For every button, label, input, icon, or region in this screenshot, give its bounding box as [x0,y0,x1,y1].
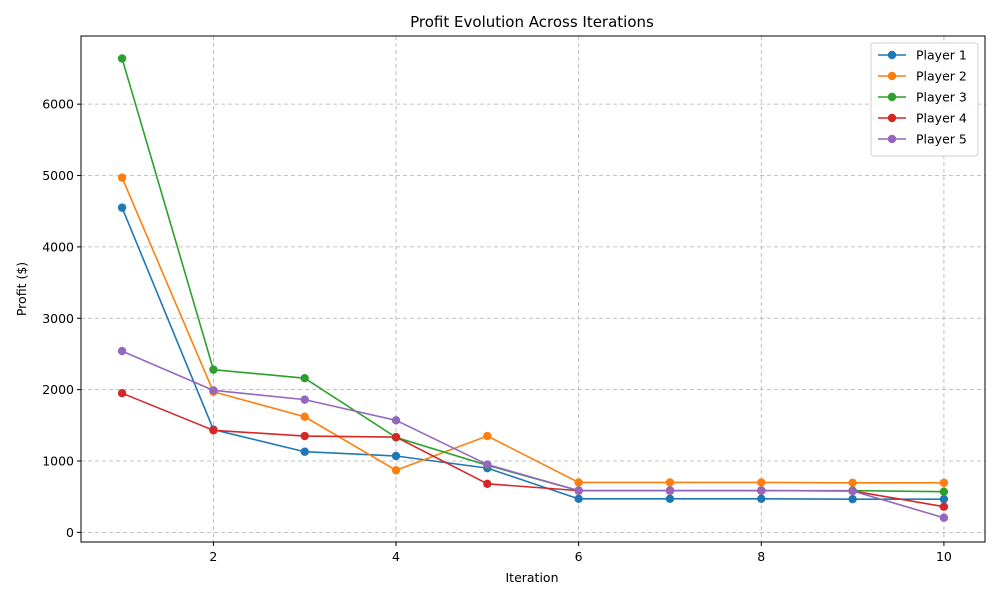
legend-item: Player 5 [878,132,967,147]
data-point [209,426,218,435]
legend-label: Player 3 [916,90,967,105]
x-tick-label: 10 [936,549,952,564]
legend-swatch-marker [887,113,897,123]
y-tick-label: 0 [66,525,74,540]
data-point [117,54,127,63]
x-axis-ticks: 2 4 6 8 10 [209,542,952,564]
legend-box [870,42,979,157]
data-point [757,494,766,504]
y-tick-label: 3000 [42,311,74,326]
data-point [117,388,127,398]
data-point [300,412,309,421]
y-tick-label: 1000 [42,453,74,468]
legend-item: Player 3 [878,90,967,105]
x-tick-label: 6 [575,549,583,564]
y-axis-ticks: 0 1000 2000 3000 4000 5000 6000 [42,97,81,540]
data-point [483,479,492,489]
legend: Player 1 Player 2 Player 3 Player 4 Player 5 [870,42,979,157]
y-axis-label: Profit ($) [14,262,29,316]
legend-swatch-marker [887,71,897,81]
plot-frame [80,35,986,543]
legend-swatch-marker [887,50,897,60]
legend-label: Player 5 [916,132,967,147]
data-point [300,447,309,456]
series-line [121,207,944,500]
data-point [574,486,583,495]
data-point [483,431,492,441]
data-point [757,478,766,487]
data-point [117,173,127,182]
data-point [483,460,492,469]
data-point [209,386,218,395]
legend-label: Player 4 [916,111,967,126]
data-point [117,346,127,356]
data-point [391,416,401,425]
data-point [574,478,583,487]
data-point [209,365,218,374]
x-tick-label: 8 [757,549,765,564]
legend-item: Player 2 [878,69,967,84]
data-point [939,487,949,496]
data-point [300,395,309,404]
data-point [391,466,401,475]
data-point [848,494,857,504]
grid-lines [81,36,985,542]
data-point [757,486,766,495]
data-point [939,478,949,487]
legend-swatch-marker [887,92,897,102]
data-point [391,432,401,442]
y-tick-label: 6000 [42,97,74,112]
y-tick-label: 5000 [42,168,74,183]
legend-label: Player 2 [916,69,967,84]
x-tick-label: 2 [209,549,217,564]
series-group [117,54,949,522]
data-point [939,494,949,504]
x-tick-label: 4 [392,549,400,564]
data-point [848,478,857,487]
data-point [848,486,857,496]
legend-label: Player 1 [916,48,967,63]
legend-swatch-marker [887,134,897,144]
data-point [665,486,675,495]
series-5 [117,346,949,522]
data-point [665,494,675,504]
data-point [391,451,401,461]
y-tick-label: 2000 [42,382,74,397]
data-point [939,502,949,511]
data-point [665,478,675,487]
legend-item: Player 4 [878,111,967,126]
series-line [121,350,945,519]
y-tick-label: 4000 [42,239,74,254]
data-point [574,494,583,504]
data-point [300,431,309,441]
chart-title: Profit Evolution Across Iterations [410,13,654,31]
x-axis-label: Iteration [505,570,558,585]
data-point [939,513,949,522]
data-point [300,374,309,383]
data-point [117,203,127,212]
series-line [121,177,944,484]
legend-item: Player 1 [878,48,967,63]
